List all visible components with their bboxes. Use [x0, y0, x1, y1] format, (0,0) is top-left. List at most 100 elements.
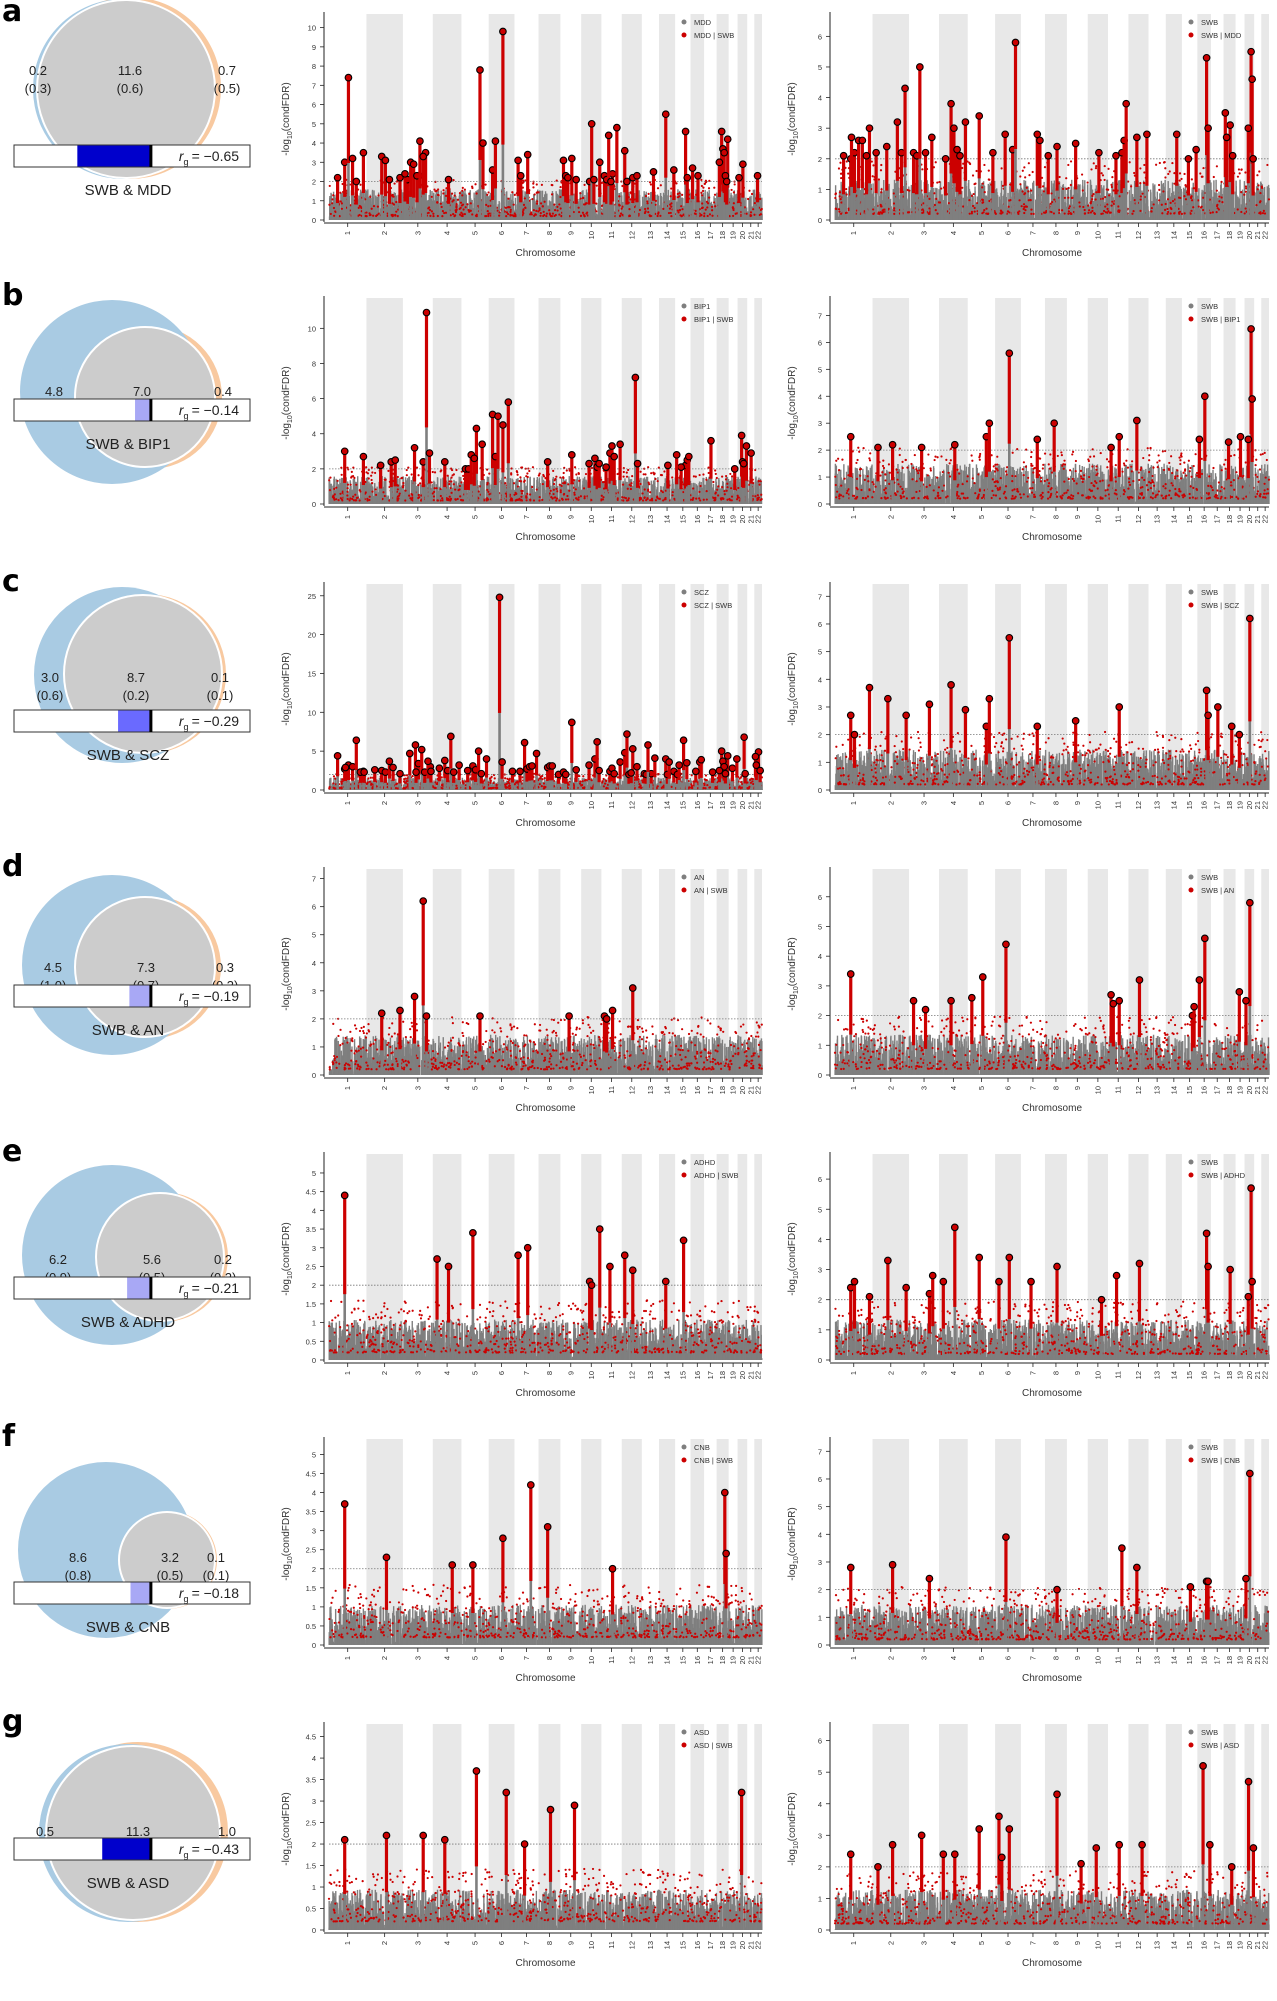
conditional-point: [657, 187, 659, 189]
primary-point: [530, 216, 531, 220]
lead-snp: [420, 153, 427, 160]
lead-snp: [402, 171, 409, 178]
locus-column-conditional: [351, 158, 354, 195]
x-tick-label: 11: [607, 231, 616, 239]
lead-snp: [716, 159, 723, 166]
conditional-point: [694, 212, 696, 214]
conditional-point: [510, 209, 512, 211]
conditional-point: [754, 202, 756, 204]
conditional-point: [451, 193, 453, 195]
conditional-point: [457, 199, 459, 201]
conditional-point: [714, 205, 716, 207]
conditional-point: [601, 205, 603, 207]
conditional-point: [465, 206, 467, 208]
conditional-point: [427, 207, 429, 209]
conditional-point: [460, 215, 462, 217]
x-tick-label: 18: [718, 231, 727, 239]
conditional-point: [629, 215, 631, 217]
locus-column-conditional: [615, 128, 618, 183]
conditional-point: [368, 212, 370, 214]
y-tick-label: 6: [312, 101, 316, 110]
lead-snp: [591, 176, 598, 183]
conditional-point: [535, 210, 537, 212]
conditional-point: [535, 214, 537, 216]
conditional-point: [540, 202, 542, 204]
conditional-point: [507, 213, 509, 215]
conditional-point: [619, 215, 621, 217]
conditional-point: [340, 200, 342, 202]
conditional-point: [584, 203, 586, 205]
conditional-point: [702, 187, 704, 189]
conditional-point: [393, 182, 395, 184]
conditional-point: [542, 205, 544, 207]
conditional-point: [395, 211, 397, 213]
primary-point: [1030, 191, 1031, 220]
primary-point: [622, 202, 623, 220]
locus-column-conditional: [418, 141, 421, 188]
y-tick-label: 8: [312, 62, 316, 71]
locus-column-conditional: [672, 170, 675, 200]
conditional-point: [468, 193, 470, 195]
conditional-point: [556, 206, 558, 208]
x-tick-label: 16: [693, 231, 702, 239]
conditional-point: [475, 215, 477, 217]
primary-point: [474, 209, 475, 220]
conditional-point: [700, 179, 702, 181]
conditional-point: [551, 193, 553, 195]
conditional-point: [703, 212, 705, 214]
conditional-point: [582, 212, 584, 214]
locus-column-conditional: [362, 153, 365, 193]
conditional-point: [677, 193, 679, 195]
lead-snp: [417, 138, 424, 145]
venn-shared-label-se: (0.6): [117, 81, 144, 96]
locus-column-conditional: [590, 124, 593, 182]
conditional-point: [378, 213, 380, 215]
conditional-point: [532, 183, 534, 185]
conditional-point: [760, 213, 762, 215]
primary-point: [455, 218, 456, 220]
conditional-point: [442, 189, 444, 191]
conditional-point: [750, 215, 752, 217]
conditional-point: [395, 201, 397, 203]
conditional-point: [681, 208, 683, 210]
primary-point: [457, 209, 458, 220]
conditional-point: [341, 202, 343, 204]
conditional-point: [487, 191, 489, 193]
conditional-point: [470, 202, 472, 204]
conditional-point: [471, 186, 473, 188]
primary-point: [1019, 190, 1020, 220]
lead-snp: [740, 161, 747, 168]
conditional-point: [487, 210, 489, 212]
conditional-point: [596, 185, 598, 187]
rg-zero-line: [149, 145, 152, 167]
primary-point: [934, 204, 935, 220]
conditional-point: [702, 190, 704, 192]
x-tick-label: 3: [413, 231, 422, 235]
conditional-point: [476, 192, 478, 194]
conditional-point: [375, 215, 377, 217]
conditional-point: [456, 203, 458, 205]
lead-snp: [345, 74, 352, 81]
conditional-point: [578, 211, 580, 213]
legend-label-conditional: MDD | SWB: [694, 31, 734, 40]
conditional-point: [713, 187, 715, 189]
conditional-point: [559, 196, 561, 198]
lead-snp: [565, 174, 572, 181]
conditional-point: [704, 183, 706, 185]
conditional-point: [509, 214, 511, 216]
x-tick-label: 7: [522, 231, 531, 235]
conditional-point: [369, 214, 371, 216]
conditional-point: [333, 207, 335, 209]
conditional-point: [745, 213, 747, 215]
primary-point: [1061, 187, 1062, 220]
conditional-point: [549, 212, 551, 214]
conditional-point: [552, 212, 554, 214]
conditional-point: [391, 202, 393, 204]
conditional-point: [505, 207, 507, 209]
conditional-point: [657, 215, 659, 217]
conditional-point: [538, 207, 540, 209]
conditional-point: [714, 194, 716, 196]
conditional-point: [513, 204, 515, 206]
conditional-point: [554, 209, 556, 211]
locus-column-conditional: [652, 172, 655, 201]
